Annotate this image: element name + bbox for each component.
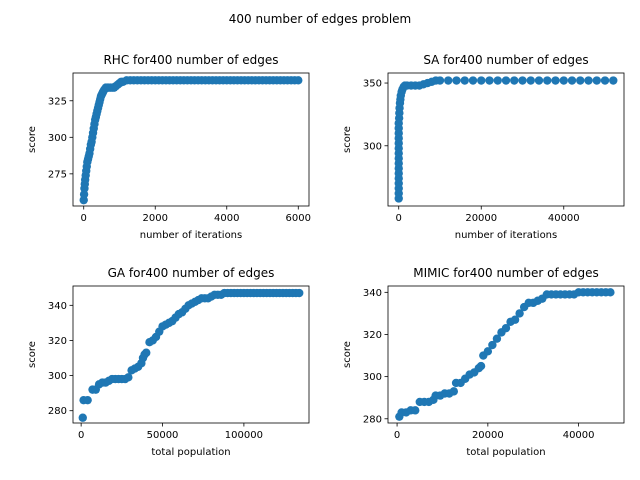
axes-frame	[387, 72, 625, 207]
data-point	[488, 340, 497, 350]
data-point	[452, 76, 461, 85]
data-point	[485, 76, 494, 85]
figure-suptitle: 400 number of edges problem	[229, 12, 411, 26]
data-point	[551, 76, 560, 85]
y-tick-label: 340	[48, 301, 67, 312]
y-tick-label: 300	[48, 371, 67, 382]
data-point	[543, 76, 552, 85]
data-point	[124, 373, 133, 382]
x-axis-label: number of iterations	[140, 230, 242, 241]
y-tick-label: 340	[363, 288, 382, 299]
data-point	[493, 76, 502, 85]
axes-frame	[72, 72, 310, 207]
y-tick-label: 350	[363, 79, 382, 90]
data-point	[142, 348, 151, 357]
data-point	[411, 406, 420, 415]
data-point	[534, 76, 544, 85]
data-point	[526, 76, 535, 85]
data-point	[510, 315, 520, 324]
data-point	[460, 76, 469, 85]
x-tick-label: 0	[396, 213, 402, 224]
x-tick-label: 6000	[286, 213, 311, 224]
data-point	[449, 387, 459, 396]
data-point	[515, 309, 524, 318]
data-point	[584, 76, 593, 85]
y-tick-label: 300	[48, 133, 67, 144]
chart-title: RHC for400 number of edges	[103, 53, 278, 67]
x-tick-label: 20000	[472, 430, 504, 441]
x-tick-label: 4000	[214, 213, 239, 224]
chart-panel-4: 0 20000 40000 280 300 320 340 MIMIC for400 numb…	[342, 266, 625, 458]
data-point	[444, 76, 453, 85]
data-point	[468, 76, 478, 85]
data-point	[435, 76, 445, 85]
y-axis-label: score	[27, 341, 38, 368]
scatter-series	[78, 288, 304, 422]
y-axis-label: score	[342, 341, 353, 368]
data-point	[592, 76, 601, 85]
y-tick-label: 275	[48, 169, 67, 180]
data-point	[477, 76, 486, 85]
x-tick-label: 40000	[563, 430, 595, 441]
scatter-series	[79, 76, 303, 205]
y-tick-label: 320	[363, 330, 382, 341]
chart-title: MIMIC for400 number of edges	[413, 266, 598, 280]
data-point	[518, 76, 527, 85]
axes-frame	[387, 285, 625, 424]
data-point	[501, 76, 511, 85]
data-point	[295, 288, 304, 298]
y-tick-label: 300	[363, 372, 382, 383]
y-tick-label: 325	[48, 96, 67, 107]
data-point	[83, 395, 92, 405]
x-tick-label: 0	[394, 430, 400, 441]
chart-panel-1: 0 2000 4000 6000 275 300 325 RHC for400 number …	[27, 53, 311, 241]
data-point	[576, 76, 585, 85]
x-tick-label: 0	[81, 213, 87, 224]
x-axis-label: total population	[151, 447, 230, 458]
data-point	[501, 323, 511, 333]
data-point	[294, 76, 303, 85]
x-axis-label: number of iterations	[455, 230, 557, 241]
data-point	[483, 347, 493, 356]
data-point	[476, 361, 486, 371]
data-point	[567, 76, 577, 85]
chart-panel-3: 0 50000 100000 280 300 320 340 GA for400 number…	[27, 266, 310, 458]
chart-title: SA for400 number of edges	[423, 53, 588, 67]
scatter-series	[395, 288, 615, 421]
y-tick-label: 300	[363, 141, 382, 152]
x-tick-label: 0	[78, 430, 84, 441]
data-point	[609, 76, 618, 85]
y-axis-label: score	[27, 126, 38, 153]
data-point	[600, 76, 610, 85]
y-axis-label: score	[342, 126, 353, 153]
x-tick-label: 100000	[225, 430, 263, 441]
data-point	[510, 76, 519, 85]
data-point	[492, 334, 502, 343]
y-tick-label: 320	[48, 336, 67, 347]
x-tick-label: 2000	[143, 213, 168, 224]
y-tick-label: 280	[363, 414, 382, 425]
x-tick-label: 20000	[465, 213, 497, 224]
data-point	[606, 288, 615, 297]
x-axis-label: total population	[466, 447, 545, 458]
y-tick-label: 280	[48, 406, 67, 417]
data-point	[559, 76, 568, 85]
data-point	[78, 413, 87, 422]
x-tick-label: 50000	[147, 430, 179, 441]
axes-frame	[72, 285, 310, 424]
chart-title: GA for400 number of edges	[108, 266, 275, 280]
chart-panel-2: 0 20000 40000 300 350 SA for400 number of edg…	[342, 53, 625, 241]
x-tick-label: 40000	[548, 213, 580, 224]
scatter-series	[394, 76, 618, 203]
